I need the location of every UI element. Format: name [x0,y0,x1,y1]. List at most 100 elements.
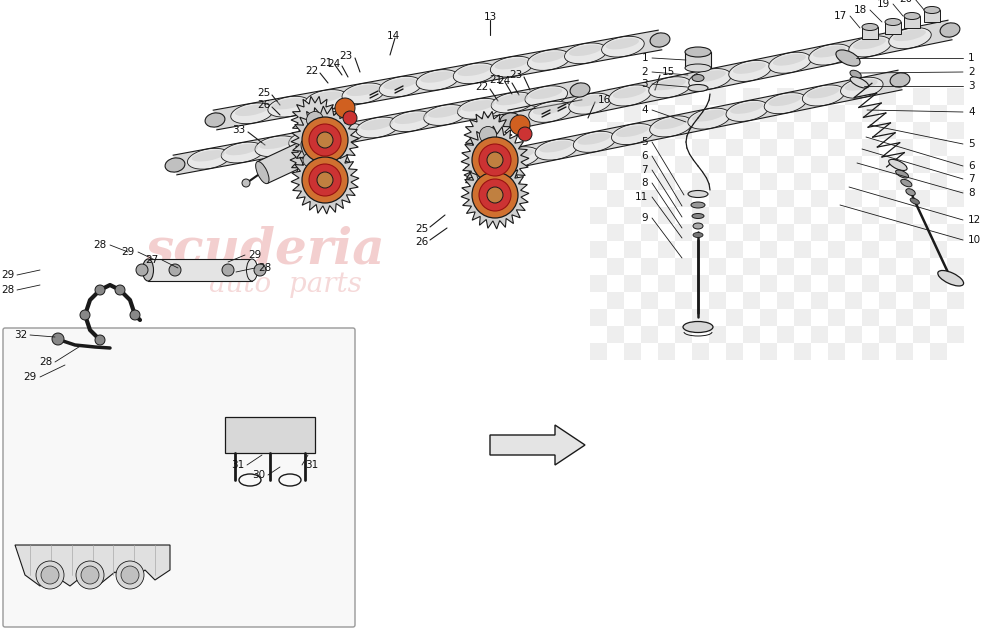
Bar [777,292,794,309]
Text: 31: 31 [231,460,244,470]
Bar [862,343,879,360]
Text: 8: 8 [968,188,975,198]
Bar [726,309,743,326]
Circle shape [303,153,317,167]
Bar [811,190,828,207]
Circle shape [254,264,266,276]
Bar [675,122,692,139]
Text: 19: 19 [877,0,890,9]
Ellipse shape [850,77,869,88]
Circle shape [487,152,503,168]
Ellipse shape [470,158,490,172]
Bar [607,88,624,105]
Text: auto  parts: auto parts [209,272,361,299]
Bar [896,105,913,122]
Bar [726,173,743,190]
Text: 27: 27 [146,255,159,265]
Bar [930,105,947,122]
Circle shape [317,132,333,148]
Ellipse shape [611,123,654,145]
Bar [845,122,862,139]
Polygon shape [508,20,952,130]
Bar [777,258,794,275]
Polygon shape [490,425,585,465]
Bar [879,122,896,139]
Bar [811,224,828,241]
Text: 29: 29 [24,372,37,382]
Ellipse shape [532,52,565,63]
Bar [607,224,624,241]
Ellipse shape [246,259,258,281]
Ellipse shape [849,36,891,57]
Bar [794,207,811,224]
Bar [947,326,964,343]
Bar [811,122,828,139]
Text: 21: 21 [490,75,503,85]
Ellipse shape [893,30,926,41]
Bar [794,343,811,360]
Ellipse shape [309,91,342,103]
Text: 15: 15 [662,67,675,77]
Ellipse shape [205,113,225,127]
Text: 20: 20 [899,0,912,4]
Text: 25: 25 [415,224,428,234]
Bar [879,292,896,309]
Bar [845,88,862,105]
Bar [743,326,760,343]
Ellipse shape [906,189,915,195]
Bar [913,88,930,105]
Bar [862,207,879,224]
Ellipse shape [416,70,459,90]
Bar [913,190,930,207]
Bar [811,326,828,343]
Bar [709,190,726,207]
Ellipse shape [457,98,500,119]
Circle shape [302,117,348,163]
Text: 1: 1 [641,53,648,63]
Bar [760,343,777,360]
Bar [675,156,692,173]
Bar [828,241,845,258]
Bar [709,224,726,241]
Ellipse shape [420,71,454,83]
Ellipse shape [495,94,528,105]
Ellipse shape [428,106,461,118]
Text: 23: 23 [340,51,353,61]
Bar [658,207,675,224]
Ellipse shape [688,84,708,91]
Bar [624,275,641,292]
Text: 22: 22 [305,66,318,76]
Ellipse shape [346,84,379,96]
Bar [828,173,845,190]
Text: 23: 23 [509,70,522,80]
Ellipse shape [889,159,907,171]
Circle shape [115,285,125,295]
Text: 13: 13 [483,12,497,22]
Text: 26: 26 [415,237,428,247]
Ellipse shape [845,79,878,91]
Bar [896,139,913,156]
Text: 10: 10 [968,235,981,245]
Text: 6: 6 [641,151,648,161]
Bar [777,88,794,105]
Bar [913,292,930,309]
Bar [675,224,692,241]
Bar [794,105,811,122]
Bar [947,190,964,207]
Bar [760,275,777,292]
Ellipse shape [685,64,711,72]
Bar [777,224,794,241]
Bar [692,309,709,326]
Bar [947,224,964,241]
Ellipse shape [692,74,704,81]
Ellipse shape [490,56,533,77]
Text: 5: 5 [641,137,648,147]
Bar [692,105,709,122]
Ellipse shape [889,28,931,49]
Bar [624,105,641,122]
Bar [879,224,896,241]
Ellipse shape [360,119,393,130]
Ellipse shape [305,89,348,110]
Bar [675,292,692,309]
Polygon shape [291,96,339,144]
